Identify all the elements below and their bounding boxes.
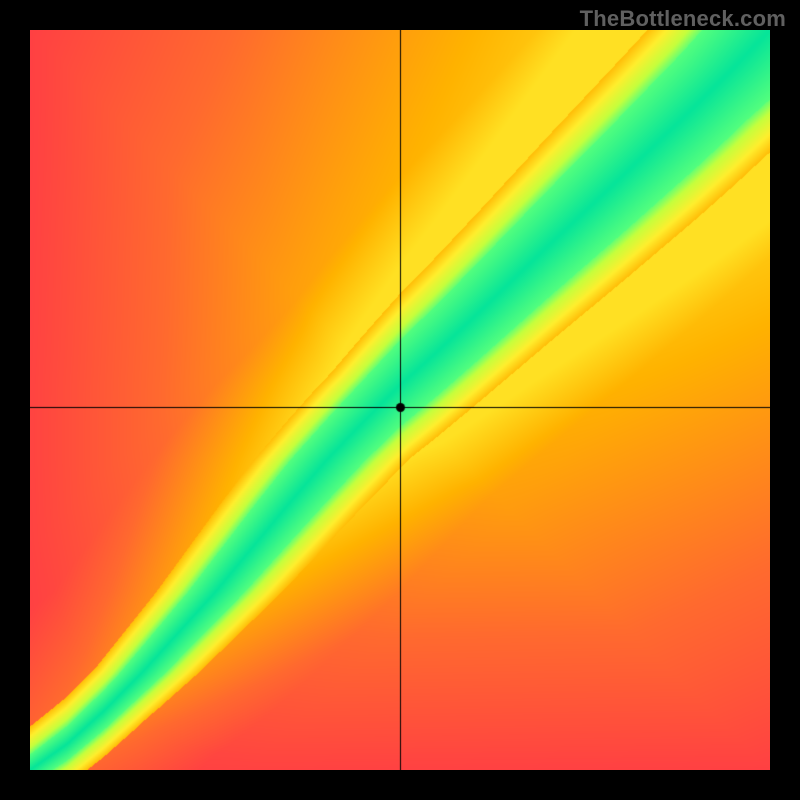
chart-stage: TheBottleneck.com [0,0,800,800]
bottleneck-heatmap [30,30,770,770]
watermark-text: TheBottleneck.com [580,6,786,32]
